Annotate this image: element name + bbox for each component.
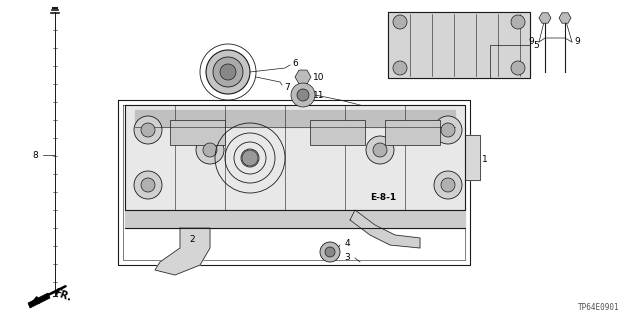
Text: 6: 6 (292, 58, 298, 68)
Polygon shape (539, 13, 551, 23)
Bar (385, 120, 440, 145)
Circle shape (141, 123, 155, 137)
Text: 11: 11 (313, 91, 324, 100)
Circle shape (511, 61, 525, 75)
Text: TP64E0901: TP64E0901 (579, 303, 620, 312)
Text: 9: 9 (528, 38, 534, 47)
Circle shape (242, 150, 258, 166)
Text: 10: 10 (313, 72, 324, 81)
Text: 1: 1 (482, 155, 488, 165)
Text: 4: 4 (345, 239, 351, 248)
Circle shape (320, 242, 340, 262)
Text: E-8-1: E-8-1 (370, 194, 396, 203)
Circle shape (141, 178, 155, 192)
Bar (310, 120, 365, 145)
Text: FR.: FR. (52, 287, 72, 303)
Text: 5: 5 (533, 41, 539, 49)
Polygon shape (135, 110, 455, 127)
Text: 7: 7 (284, 83, 290, 92)
Polygon shape (125, 105, 465, 210)
Polygon shape (388, 12, 530, 78)
Polygon shape (559, 13, 571, 23)
Circle shape (373, 143, 387, 157)
Polygon shape (28, 293, 50, 308)
Circle shape (393, 15, 407, 29)
Polygon shape (295, 70, 311, 84)
Circle shape (134, 116, 162, 144)
Text: 3: 3 (344, 254, 350, 263)
Text: 8: 8 (32, 151, 38, 160)
Circle shape (434, 116, 462, 144)
Text: 2: 2 (189, 235, 195, 244)
Text: 9: 9 (574, 38, 580, 47)
Circle shape (196, 136, 224, 164)
Circle shape (393, 61, 407, 75)
Circle shape (134, 171, 162, 199)
Circle shape (325, 247, 335, 257)
Circle shape (434, 171, 462, 199)
Circle shape (441, 123, 455, 137)
Polygon shape (125, 210, 465, 228)
Circle shape (297, 89, 309, 101)
Circle shape (203, 143, 217, 157)
Circle shape (206, 50, 250, 94)
Circle shape (220, 64, 236, 80)
Circle shape (213, 57, 243, 87)
Polygon shape (350, 210, 420, 248)
Polygon shape (465, 135, 480, 180)
Circle shape (441, 178, 455, 192)
Circle shape (366, 136, 394, 164)
Bar (170, 120, 225, 145)
Circle shape (511, 15, 525, 29)
Polygon shape (155, 228, 210, 275)
Circle shape (291, 83, 315, 107)
